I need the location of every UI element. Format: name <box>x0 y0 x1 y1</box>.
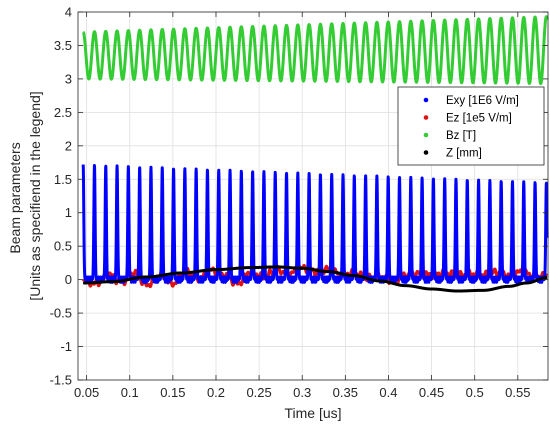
x-tick-label: 0.35 <box>333 385 358 400</box>
y-axis-label: Beam parameters [Units as specifiend in … <box>7 91 43 300</box>
legend-marker-exy <box>423 97 429 103</box>
series-z-line <box>81 265 549 293</box>
y-tick-label: 3 <box>65 71 72 86</box>
legend-label-ez: Ez [1e5 V/m] <box>446 113 512 125</box>
x-tick-label: 0.15 <box>160 385 185 400</box>
y-axis-label-line-1: Beam parameters <box>7 142 23 253</box>
y-axis-label-line-2: [Units as specifiend in the legend] <box>27 91 43 300</box>
series-bz-line <box>81 15 549 86</box>
series-layer <box>81 15 549 293</box>
x-tick-label: 0.5 <box>466 385 484 400</box>
y-tick-label: -1.5 <box>50 373 72 388</box>
x-tick-label: 0.55 <box>505 385 530 400</box>
x-tick-label: 0.3 <box>293 385 311 400</box>
y-tick-label: 1 <box>65 205 72 220</box>
x-tick-label: 0.25 <box>246 385 271 400</box>
y-tick-label: -0.5 <box>50 306 72 321</box>
y-tick-label: -1 <box>60 339 72 354</box>
y-tick-label: 1.5 <box>54 172 72 187</box>
y-axis-ticks: -1.5 -1 -0.5 0 0.5 1 1.5 2 2.5 3 3.5 4 <box>50 5 548 388</box>
legend-label-bz: Bz [T] <box>446 130 476 142</box>
legend-marker-z <box>423 150 429 155</box>
y-tick-label: 2 <box>65 138 72 153</box>
plot-area <box>77 11 549 381</box>
x-axis-label: Time [us] <box>284 405 341 421</box>
x-tick-label: 0.4 <box>379 385 397 400</box>
x-axis-ticks: 0.05 0.1 0.15 0.2 0.25 0.3 0.35 0.4 0.45 0.5 0.55 <box>74 12 530 400</box>
series-exy-line <box>81 163 549 284</box>
y-tick-label: 0.5 <box>54 239 72 254</box>
x-tick-label: 0.2 <box>207 385 225 400</box>
y-tick-label: 2.5 <box>54 105 72 120</box>
legend-marker-ez <box>423 115 429 120</box>
legend: Exy [1E6 V/m] Ez [1e5 V/m] Bz [T] Z [mm] <box>397 86 545 166</box>
legend-label-exy: Exy [1E6 V/m] <box>446 95 519 107</box>
x-tick-label: 0.45 <box>419 385 444 400</box>
legend-box <box>397 86 545 166</box>
x-tick-label: 0.05 <box>74 385 99 400</box>
legend-marker-bz <box>423 132 429 138</box>
y-tick-label: 0 <box>65 272 72 287</box>
y-tick-label: 4 <box>65 5 72 20</box>
axes-frame <box>77 11 549 381</box>
legend-label-z: Z [mm] <box>446 148 482 160</box>
y-tick-label: 3.5 <box>54 38 72 53</box>
x-tick-label: 0.1 <box>121 385 139 400</box>
